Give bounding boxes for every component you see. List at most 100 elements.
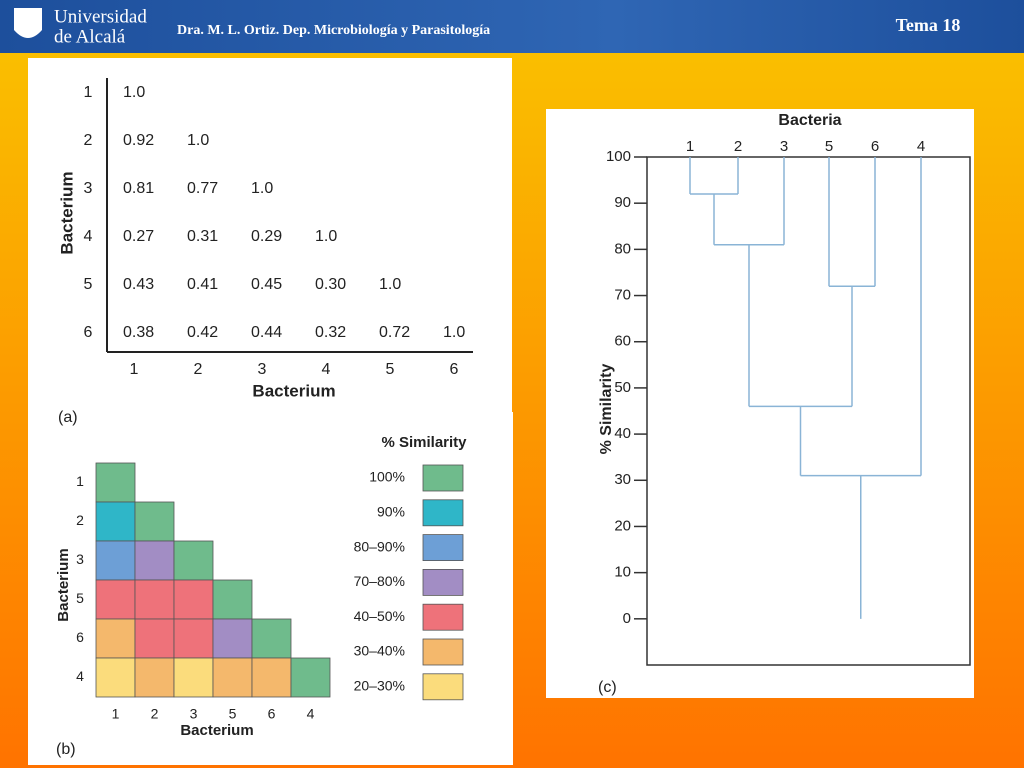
row-label: 6	[76, 629, 84, 645]
legend-label: 100%	[369, 469, 405, 485]
cell-value: 0.72	[379, 324, 410, 341]
x-axis-label: Bacterium	[180, 722, 253, 739]
panel-c	[546, 109, 974, 698]
logo-line: Universidad	[54, 6, 147, 27]
col-label: 5	[229, 706, 237, 722]
plot-frame	[646, 156, 971, 666]
legend-label: 30–40%	[354, 643, 405, 659]
leaf-label: 1	[686, 138, 694, 155]
row-label: 4	[76, 668, 84, 684]
legend-label: 20–30%	[354, 678, 405, 694]
legend-swatch	[422, 603, 464, 631]
cell-value: 0.44	[251, 324, 282, 341]
col-label: 2	[151, 706, 159, 722]
cell-value: 0.38	[123, 324, 154, 341]
col-label: 3	[258, 361, 267, 378]
cell-value: 0.32	[315, 324, 346, 341]
heat-cell	[134, 540, 175, 581]
heat-cell	[134, 501, 175, 542]
cell-value: 0.27	[123, 228, 154, 245]
author: Dra. M. L. Ortiz. Dep. Microbiología y P…	[177, 23, 490, 38]
cell-value: 1.0	[187, 132, 209, 149]
legend-title: % Similarity	[381, 434, 467, 451]
cell-value: 0.77	[187, 180, 218, 197]
col-label: 6	[450, 361, 459, 378]
heat-cell	[173, 540, 214, 581]
cell-value: 1.0	[315, 228, 337, 245]
heat-cell	[290, 657, 331, 698]
cell-value: 0.92	[123, 132, 154, 149]
leaf-label: 3	[780, 138, 788, 155]
heat-cell	[212, 657, 253, 698]
y-tick-label: 40	[614, 425, 631, 442]
heat-cell	[251, 657, 292, 698]
y-tick-label: 0	[623, 610, 631, 627]
col-label: 6	[268, 706, 276, 722]
header-bar	[0, 0, 1024, 53]
logo-line: de Alcalá	[54, 26, 126, 47]
y-axis-label: Bacterium	[57, 171, 76, 254]
heat-cell	[95, 618, 136, 659]
row-label: 3	[76, 551, 84, 567]
y-tick-label: 80	[614, 240, 631, 257]
y-tick-label: 30	[614, 471, 631, 488]
y-tick-label: 90	[614, 194, 631, 211]
cell-value: 1.0	[443, 324, 465, 341]
panel-label: (c)	[598, 679, 617, 696]
leaf-label: 2	[734, 138, 742, 155]
heat-cell	[95, 657, 136, 698]
heat-cell	[95, 501, 136, 542]
cell-value: 0.29	[251, 228, 282, 245]
col-label: 1	[130, 361, 139, 378]
legend-label: 70–80%	[354, 573, 405, 589]
x-axis-label: Bacterium	[252, 381, 335, 400]
y-axis-label: Bacterium	[55, 548, 72, 621]
row-label: 3	[84, 180, 93, 197]
legend-swatch	[422, 464, 464, 492]
row-label: 4	[84, 228, 93, 245]
col-label: 4	[322, 361, 331, 378]
y-tick-label: 10	[614, 564, 631, 581]
legend-swatch	[422, 569, 464, 596]
col-label: 3	[190, 706, 198, 722]
heat-cell	[134, 657, 175, 698]
leaf-label: 4	[917, 138, 925, 155]
y-tick-label: 50	[614, 379, 631, 396]
legend-swatch	[422, 673, 464, 701]
row-label: 2	[76, 512, 84, 528]
col-label: 2	[194, 361, 203, 378]
leaf-label: 5	[825, 138, 833, 155]
heat-cell	[212, 618, 253, 659]
row-label: 2	[84, 132, 93, 149]
col-label: 1	[112, 706, 120, 722]
legend-swatch	[422, 534, 464, 561]
leaf-label: 6	[871, 138, 879, 155]
cell-value: 1.0	[123, 84, 145, 101]
legend-swatch	[422, 638, 464, 666]
legend-label: 40–50%	[354, 608, 405, 624]
legend-label: 90%	[377, 504, 405, 520]
cell-value: 0.31	[187, 228, 218, 245]
y-axis-label: % Similarity	[598, 364, 615, 455]
heat-cell	[134, 579, 175, 620]
cell-value: 0.43	[123, 276, 154, 293]
heat-cell	[95, 462, 136, 503]
heat-cell	[173, 657, 214, 698]
heat-cell	[134, 618, 175, 659]
row-label: 1	[84, 84, 93, 101]
legend-swatch	[422, 499, 464, 527]
cell-value: 0.81	[123, 180, 154, 197]
y-tick-label: 60	[614, 333, 631, 350]
cell-value: 1.0	[251, 180, 273, 197]
cell-value: 0.42	[187, 324, 218, 341]
legend-label: 80–90%	[354, 538, 405, 554]
col-label: 5	[386, 361, 395, 378]
panel-label: (a)	[58, 409, 78, 426]
heat-cell	[173, 579, 214, 620]
heat-cell	[95, 540, 136, 581]
row-label: 1	[76, 473, 84, 489]
y-tick-label: 20	[614, 517, 631, 534]
col-label: 4	[307, 706, 315, 722]
heat-cell	[173, 618, 214, 659]
row-label: 6	[84, 324, 93, 341]
